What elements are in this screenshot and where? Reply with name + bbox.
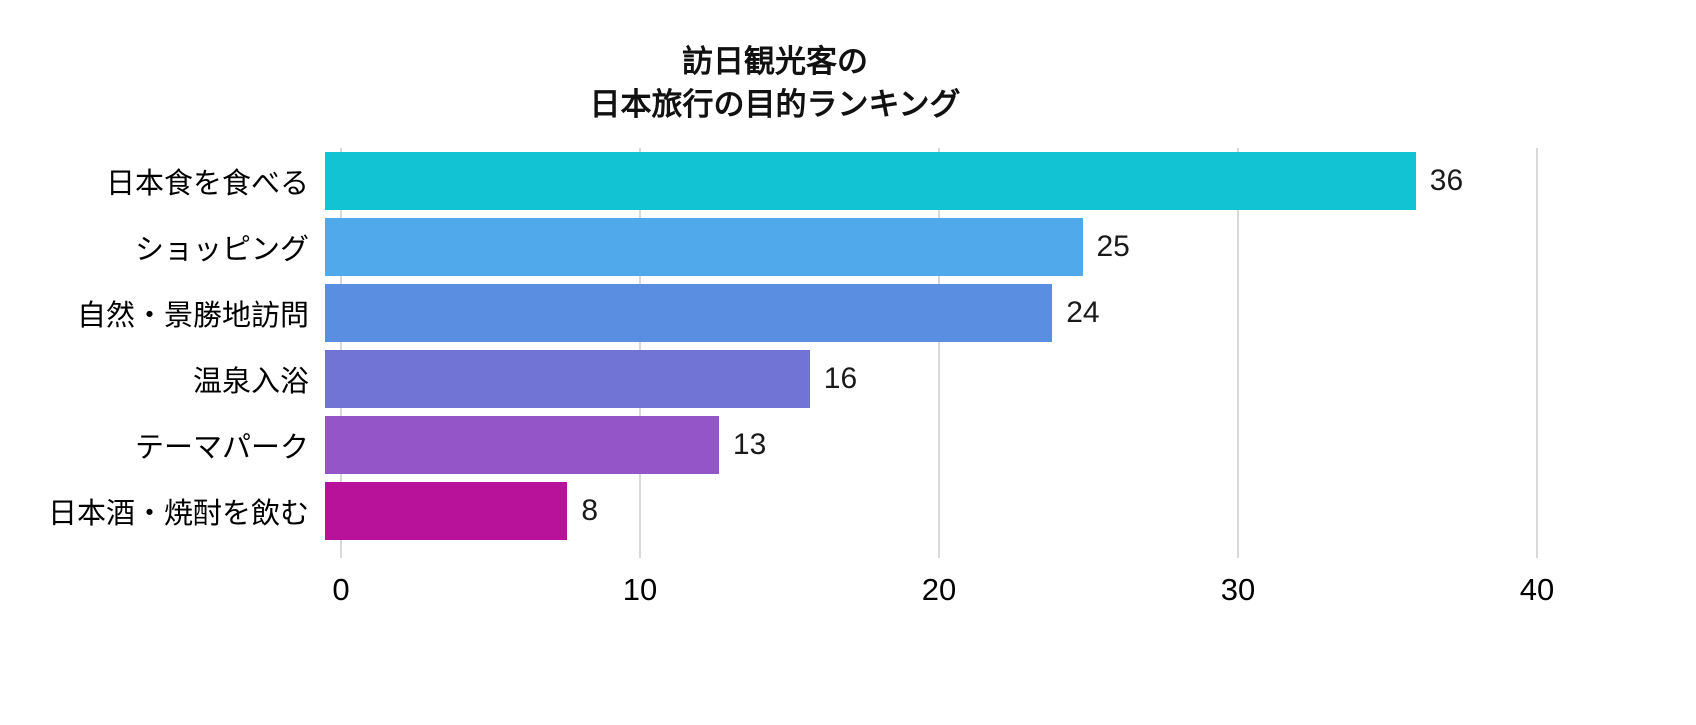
bar <box>325 350 810 408</box>
category-label: テーマパーク <box>134 432 309 464</box>
bar-row: 日本食を食べる 36 <box>0 148 1696 214</box>
chart-title-line2: 日本旅行の目的ランキング <box>589 87 961 122</box>
value-label: 25 <box>1096 230 1130 263</box>
bar <box>325 482 568 540</box>
x-axis-tick-label: 40 <box>1519 572 1555 607</box>
bar-track: 8 <box>325 482 1537 540</box>
bar-rows-layer: 日本食を食べる 36 ショッピング 25 自然・景勝地訪問 24 温泉入浴 16 テーマパーク 1… <box>0 148 1696 544</box>
chart-area: 日本食を食べる 36 ショッピング 25 自然・景勝地訪問 24 温泉入浴 16 テーマパーク 1… <box>0 148 1696 607</box>
category-label: 自然・景勝地訪問 <box>76 300 309 332</box>
x-axis: 0 10 20 30 40 <box>332 572 1554 616</box>
bar-row: 自然・景勝地訪問 24 <box>0 280 1696 346</box>
bar-row: テーマパーク 13 <box>0 412 1696 478</box>
x-axis-tick-label: 20 <box>921 572 957 607</box>
bar-track: 13 <box>325 416 1537 474</box>
value-label: 36 <box>1429 164 1464 197</box>
bar-track: 25 <box>325 218 1537 276</box>
value-label: 24 <box>1066 296 1100 329</box>
x-axis-tick-label: 0 <box>332 572 350 607</box>
bar-row: 温泉入浴 16 <box>0 346 1696 412</box>
x-axis-tick-label: 30 <box>1220 572 1256 607</box>
chart-title: 訪日観光客の 日本旅行の目的ランキング <box>0 40 1550 126</box>
category-label: ショッピング <box>134 234 309 266</box>
category-label: 温泉入浴 <box>192 366 309 398</box>
category-label: 日本酒・焼酎を飲む <box>47 498 309 530</box>
bar <box>325 416 719 474</box>
x-axis-tick-label: 10 <box>622 572 658 607</box>
bar-track: 16 <box>325 350 1537 408</box>
value-label: 13 <box>732 428 767 461</box>
bar-row: ショッピング 25 <box>0 214 1696 280</box>
chart-title-line1: 訪日観光客の <box>682 44 868 79</box>
bar <box>325 152 1416 210</box>
bar-track: 36 <box>325 152 1537 210</box>
value-label: 8 <box>581 494 599 527</box>
category-label: 日本食を食べる <box>105 168 309 200</box>
bar-row: 日本酒・焼酎を飲む 8 <box>0 478 1696 544</box>
bar-track: 24 <box>325 284 1537 342</box>
bar <box>325 284 1053 342</box>
bar <box>325 218 1083 276</box>
value-label: 16 <box>823 362 858 395</box>
